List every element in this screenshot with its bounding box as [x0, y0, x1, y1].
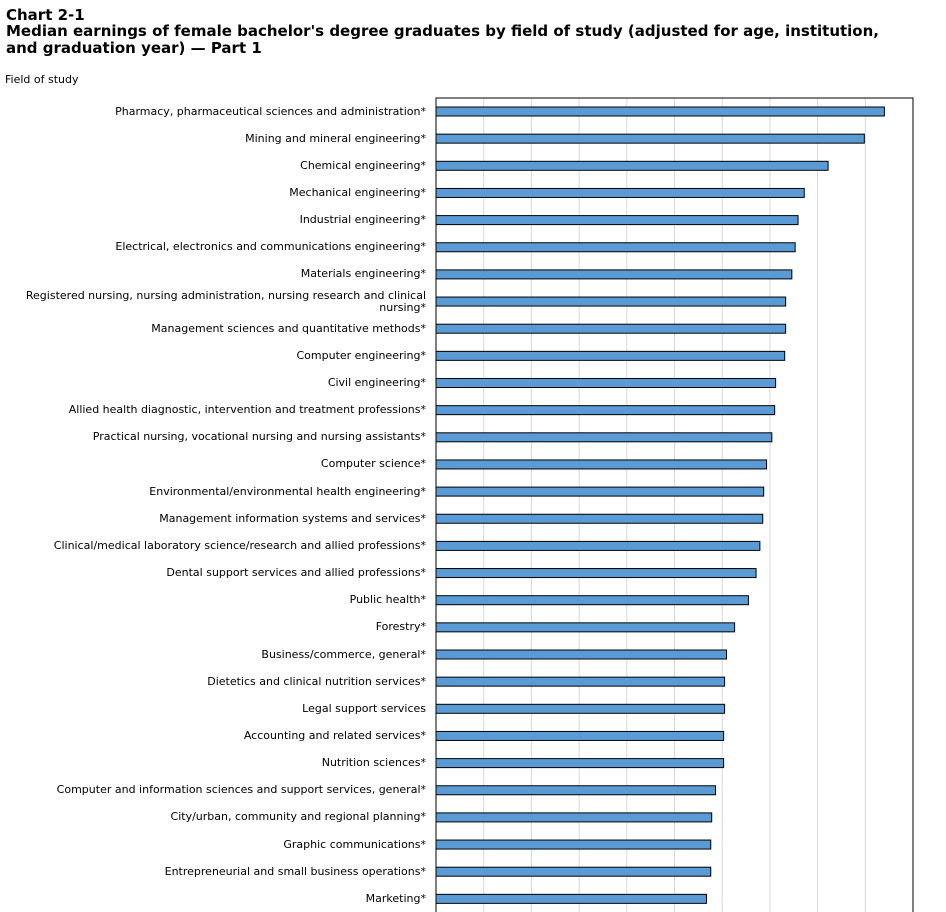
bar	[435, 866, 712, 877]
category-label: Marketing*	[365, 892, 426, 905]
category-label: Management sciences and quantitative met…	[151, 322, 426, 335]
bar	[435, 432, 773, 443]
bar	[435, 649, 727, 660]
bar	[435, 378, 777, 388]
plot-frame	[435, 97, 914, 912]
category-label: Pharmacy, pharmaceutical sciences and ad…	[115, 105, 426, 118]
category-label: Mining and mineral engineering*	[245, 132, 426, 145]
bar	[435, 269, 793, 280]
category-label: Dietetics and clinical nutrition service…	[207, 675, 426, 688]
bar	[435, 730, 725, 741]
category-label: Industrial engineering*	[299, 213, 426, 226]
chart-number: Chart 2-1	[6, 6, 85, 24]
bar	[435, 676, 726, 687]
bar	[435, 703, 726, 714]
bar	[435, 296, 787, 307]
bar	[435, 459, 768, 470]
bar	[435, 540, 761, 551]
category-label: Registered nursing, nursing administrati…	[25, 289, 426, 314]
bar	[435, 486, 765, 497]
category-label: Electrical, electronics and communicatio…	[115, 240, 426, 253]
bar	[435, 160, 829, 171]
bar	[435, 513, 764, 524]
chart-title: Median earnings of female bachelor's deg…	[6, 22, 879, 57]
bar	[435, 106, 885, 117]
category-label: Materials engineering*	[300, 267, 426, 280]
bar	[435, 622, 736, 633]
bar	[435, 187, 805, 198]
bar	[435, 785, 717, 796]
category-label: City/urban, community and regional plann…	[170, 810, 426, 823]
y-axis-title: Field of study	[5, 73, 79, 86]
category-label: Computer and information sciences and su…	[56, 783, 426, 796]
bar	[435, 839, 712, 850]
category-label: Public health*	[349, 593, 426, 606]
category-label: Allied health diagnostic, intervention a…	[68, 403, 426, 416]
category-label: Mechanical engineering*	[289, 186, 426, 199]
category-label: Clinical/medical laboratory science/rese…	[53, 539, 426, 552]
category-label: Civil engineering*	[327, 376, 426, 389]
bar	[435, 323, 787, 334]
bar	[435, 405, 776, 416]
category-label: Graphic communications*	[283, 838, 426, 851]
category-label: Management information systems and servi…	[159, 512, 426, 525]
category-label: Dental support services and allied profe…	[166, 566, 426, 579]
bar	[435, 758, 725, 769]
bar	[435, 215, 799, 226]
bar	[435, 350, 786, 361]
bar	[435, 242, 796, 253]
bar	[435, 568, 757, 579]
category-label: Business/commerce, general*	[261, 648, 426, 661]
category-label: Nutrition sciences*	[321, 756, 426, 769]
category-label: Entrepreneurial and small business opera…	[164, 865, 426, 878]
category-label: Chemical engineering*	[300, 159, 426, 172]
category-label: Practical nursing, vocational nursing an…	[92, 430, 426, 443]
category-label: Forestry*	[375, 620, 426, 633]
category-label: Accounting and related services*	[243, 729, 426, 742]
bar	[435, 812, 713, 823]
category-label: Environmental/environmental health engin…	[149, 485, 426, 498]
bar	[435, 133, 865, 144]
bar	[435, 595, 749, 606]
category-label: Computer science*	[320, 457, 426, 470]
category-label: Computer engineering*	[296, 349, 427, 362]
bar	[435, 893, 707, 904]
category-label: Legal support services	[302, 702, 426, 715]
